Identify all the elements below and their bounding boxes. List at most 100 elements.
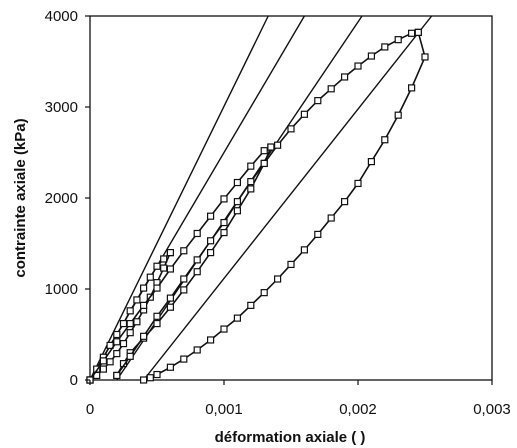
series-6-point bbox=[381, 136, 389, 144]
series-5-line bbox=[116, 31, 419, 376]
series-6-point bbox=[314, 230, 322, 238]
series-2-point bbox=[99, 365, 108, 373]
series-3-point bbox=[260, 147, 268, 155]
series-5-point bbox=[260, 159, 268, 168]
series-6-point bbox=[166, 363, 174, 371]
series-5-point bbox=[408, 29, 416, 37]
series-6-line bbox=[143, 32, 426, 381]
series-3-point bbox=[247, 162, 255, 170]
series-4-point bbox=[247, 185, 255, 193]
series-layer bbox=[86, 28, 429, 384]
series-6-point bbox=[341, 198, 349, 206]
series-6-point bbox=[327, 214, 335, 222]
series-5-point bbox=[287, 125, 295, 133]
series-6-point bbox=[287, 260, 295, 269]
series-1-point bbox=[140, 284, 148, 292]
series-1-point bbox=[106, 341, 114, 350]
series-4-point bbox=[180, 286, 188, 294]
series-5-point bbox=[180, 275, 188, 283]
series-1-point bbox=[126, 307, 134, 315]
series-6-point bbox=[394, 111, 402, 119]
series-2-point bbox=[106, 358, 114, 366]
series-5-point bbox=[166, 294, 174, 302]
series-5-point bbox=[274, 141, 282, 149]
series-2-point bbox=[119, 340, 128, 348]
x-tick-label: 0,003 bbox=[473, 401, 511, 418]
y-tick-label: 2000 bbox=[45, 190, 78, 207]
series-5-point bbox=[327, 85, 335, 93]
x-tick-label: 0 bbox=[86, 401, 94, 418]
x-axis-title: déformation axiale ( ) bbox=[215, 429, 366, 446]
series-3-point bbox=[207, 212, 215, 220]
series-4-point bbox=[193, 268, 201, 276]
series-2-point bbox=[166, 249, 174, 257]
y-tick-label: 1000 bbox=[45, 281, 78, 298]
series-5-point bbox=[381, 43, 389, 51]
series-5-point bbox=[126, 352, 134, 360]
series-4-point bbox=[233, 207, 241, 215]
series-6-point bbox=[153, 370, 161, 379]
series-6-point bbox=[421, 53, 429, 61]
x-tick-label: 0,001 bbox=[205, 401, 243, 418]
series-5-point bbox=[354, 62, 362, 70]
series-4-point bbox=[267, 143, 275, 151]
series-1-point bbox=[133, 296, 141, 304]
series-4-point bbox=[153, 319, 161, 328]
reference-lines bbox=[90, 16, 433, 380]
series-5-point bbox=[233, 198, 241, 206]
series-5-point bbox=[394, 36, 402, 44]
series-6-point bbox=[414, 28, 422, 36]
series-4-point bbox=[207, 249, 215, 257]
series-3-point bbox=[233, 178, 241, 187]
series-6-point bbox=[408, 84, 416, 92]
series-5-point bbox=[153, 312, 161, 320]
reference-line-4 bbox=[143, 16, 433, 380]
y-tick-label: 3000 bbox=[45, 99, 78, 116]
series-6-point bbox=[354, 179, 362, 188]
series-5-point bbox=[140, 332, 148, 340]
series-3-point bbox=[220, 195, 228, 203]
series-1-point bbox=[146, 273, 154, 281]
series-3-point bbox=[140, 301, 148, 309]
series-1-point bbox=[119, 319, 128, 328]
series-2-point bbox=[160, 264, 168, 272]
series-6-point bbox=[140, 376, 148, 384]
reference-line-1 bbox=[90, 16, 269, 380]
series-4-point bbox=[166, 303, 174, 311]
series-3-point bbox=[153, 284, 161, 292]
series-1-point bbox=[113, 330, 121, 339]
series-5-point bbox=[247, 178, 255, 186]
series-3-point bbox=[180, 247, 188, 255]
series-3-point bbox=[166, 265, 174, 273]
series-6-point bbox=[233, 314, 241, 322]
series-1-point bbox=[160, 255, 168, 263]
x-axis-ticks: 0 0,001 0,002 0,003 bbox=[86, 380, 511, 418]
series-6-point bbox=[193, 346, 201, 354]
series-6-point bbox=[274, 275, 282, 283]
series-6-point bbox=[220, 325, 228, 333]
series-6-point bbox=[300, 246, 308, 254]
series-3-point bbox=[113, 338, 121, 346]
series-1-point bbox=[153, 262, 161, 270]
series-5-point bbox=[113, 371, 121, 380]
series-5-point bbox=[300, 110, 308, 118]
series-3-point bbox=[126, 319, 134, 328]
y-tick-label: 0 bbox=[70, 372, 78, 389]
series-2-point bbox=[113, 350, 121, 358]
series-3-point bbox=[193, 229, 201, 238]
y-axis-ticks: 0 1000 2000 3000 4000 bbox=[45, 8, 90, 389]
series-5-point bbox=[314, 97, 322, 105]
series-6-point bbox=[247, 301, 255, 309]
y-tick-label: 4000 bbox=[45, 8, 78, 25]
series-2-point bbox=[126, 329, 134, 337]
series-6-point bbox=[207, 336, 215, 344]
series-6-point bbox=[260, 289, 268, 297]
series-5-point bbox=[341, 73, 349, 81]
x-tick-label: 0,002 bbox=[339, 401, 377, 418]
series-6-point bbox=[146, 374, 154, 382]
series-4-point bbox=[220, 228, 228, 237]
series-6-point bbox=[180, 355, 188, 363]
series-5-point bbox=[207, 237, 215, 245]
series-2-point bbox=[133, 318, 141, 326]
